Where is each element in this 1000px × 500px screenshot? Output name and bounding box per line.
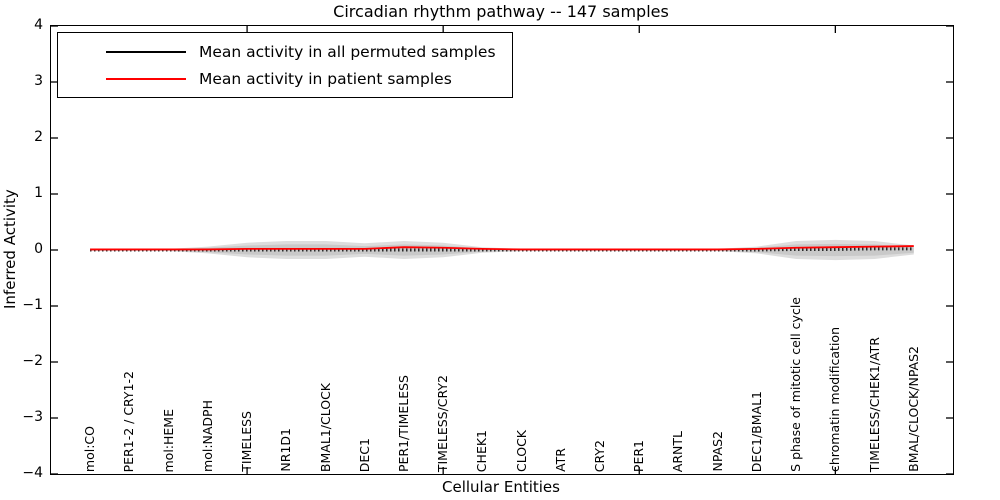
y-tick-label: −1 <box>22 297 43 313</box>
legend: Mean activity in all permuted samples Me… <box>57 32 513 98</box>
y-tick-label: −2 <box>22 353 43 369</box>
legend-item-patient: Mean activity in patient samples <box>58 65 512 92</box>
y-tick-label: −4 <box>22 465 43 481</box>
series-line-1 <box>90 245 914 251</box>
y-tick-label: −3 <box>22 409 43 425</box>
y-tick-label: 0 <box>34 241 43 257</box>
y-tick-labels: −4 −3 −2 −1 0 1 2 3 4 <box>0 17 46 481</box>
plot-area: mol:CO PER1-2 / CRY1-2 mol:HEME mol:NADPH TI… <box>50 25 954 475</box>
chart-canvas <box>51 26 953 474</box>
x-axis-label: Cellular Entities <box>442 478 560 496</box>
chart-title: Circadian rhythm pathway -- 147 samples <box>333 2 669 21</box>
legend-line-patient <box>106 77 186 80</box>
y-tick-label: 2 <box>34 129 43 145</box>
y-tick-label: 4 <box>34 17 43 33</box>
y-tick-label: 1 <box>34 185 43 201</box>
legend-label-patient: Mean activity in patient samples <box>199 69 452 88</box>
legend-label-permuted: Mean activity in all permuted samples <box>199 42 496 61</box>
legend-item-permuted: Mean activity in all permuted samples <box>58 38 512 65</box>
legend-line-permuted <box>106 50 186 53</box>
y-tick-label: 3 <box>34 73 43 89</box>
